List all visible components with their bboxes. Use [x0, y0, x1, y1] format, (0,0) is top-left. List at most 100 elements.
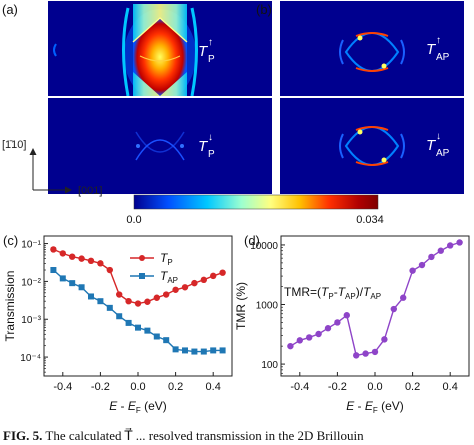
plot-c-series-0-point	[210, 272, 217, 280]
map-a-top-label: T	[198, 43, 209, 60]
axis-indicator-vertical-label: [1̄10]	[2, 139, 26, 151]
plot-d-series-0-point	[353, 352, 360, 359]
plot-c-series-0-point	[87, 257, 95, 265]
plot-d-ytick-label: 10000	[250, 241, 278, 252]
colorbar-gradient	[133, 194, 379, 210]
plot-d-series-0-point	[362, 350, 369, 357]
plot-d-series-0-point	[324, 325, 332, 332]
plot-c-series-1-point	[78, 284, 85, 291]
plot-d-series-0-point	[447, 242, 454, 249]
plot-d-ytick-label: 1000	[256, 301, 279, 312]
plot-c-series-1-point	[116, 313, 123, 320]
panel-label-a: (a)	[2, 2, 18, 17]
axis-indicator-horizontal-label: [001]	[78, 185, 102, 197]
plot-d-ylabel: TMR (%)	[234, 282, 248, 330]
plot-c-series-0-point	[97, 260, 104, 267]
plot-d-series-0-point	[334, 319, 341, 326]
plot-d-series-0-point	[418, 261, 426, 269]
plot-c-series-1-point	[88, 293, 94, 300]
plot-c-series-1-point	[69, 280, 76, 287]
plot-c-series-0-point	[78, 255, 85, 262]
plot-d-series-0-point	[409, 267, 416, 274]
plot-c-series-1-point	[219, 347, 226, 354]
svg-text:E - EF (eV): E - EF (eV)	[109, 399, 167, 415]
legend-tap: TAP	[160, 269, 178, 285]
plot-c-series-0-point	[125, 297, 132, 305]
plot-d-annotation: TMR=(TP-TAP)/TAP	[284, 285, 381, 301]
plot-c-series-1-point	[125, 319, 132, 326]
plot-c-series-1-point	[59, 275, 66, 282]
plot-c-series-0-point	[200, 276, 207, 284]
plot-c-xlabel: E - EF (eV)	[109, 399, 167, 415]
legend-tp: TP	[160, 251, 173, 267]
plot-d-xtick-label: 0.4	[443, 381, 458, 393]
map-a-top-label-sub: P	[208, 54, 215, 65]
plot-d-series-0-point	[343, 312, 350, 319]
plot-c-series-0-point	[69, 253, 76, 260]
plot-c-series-1-point	[163, 337, 170, 344]
map-a-top-label-sup: ↑	[208, 37, 213, 48]
plot-d-series-0-point	[390, 305, 397, 313]
map-b-bottom-label: T	[426, 137, 437, 154]
map-b-top: T ↑ AP	[280, 1, 464, 96]
plot-d: -0.4 -0.2 0.0 0.2 0.4 100 1000 10000 TMR (%) E …	[234, 235, 470, 415]
plot-c-series-1-point	[210, 347, 217, 354]
plot-c-ytick-label: 10⁻³	[21, 315, 41, 326]
plot-d-series-0-point	[456, 239, 463, 246]
plot-c-series-0-point	[144, 298, 151, 305]
plot-c-series-0-point	[219, 269, 226, 276]
plot-c-series-1-point	[50, 267, 57, 274]
caption-prefix: FIG. 5.	[3, 428, 43, 443]
axes-indicator: [1̄10] [001]	[2, 139, 102, 197]
map-a-bottom-label: T	[198, 138, 209, 155]
plot-d-series-0-point	[400, 294, 407, 301]
plot-d-series-0-point	[287, 342, 294, 350]
map-a-bottom-label-sub: P	[208, 149, 215, 160]
map-b-bottom-label-sup: ↓	[436, 131, 441, 142]
plot-c-series-1-point	[144, 327, 151, 334]
panel-label-d: (d)	[244, 233, 260, 248]
plot-c-series-0-point	[116, 291, 123, 298]
map-b-top-label-sub: AP	[436, 52, 450, 63]
plot-c-xtick-label: 0.4	[206, 381, 221, 393]
plot-c-series-0-point	[172, 286, 179, 293]
plot-d-ytick-label: 100	[261, 360, 278, 371]
plot-c-series-1-point	[172, 346, 179, 353]
plot-c-series-0-point	[106, 266, 114, 274]
plot-c-ytick-label: 10⁻⁴	[20, 353, 41, 364]
plot-c-series-1-point	[135, 324, 141, 331]
map-a-bottom: T ↓ P	[48, 98, 272, 194]
plot-c-series-1-point	[153, 333, 160, 340]
map-a-top: T ↑ P	[48, 1, 272, 96]
plot-c-series-0-point	[50, 246, 57, 253]
panel-label-c: (c)	[3, 233, 18, 248]
plot-c-series-0-point	[134, 300, 142, 307]
plot-c-series-1-point	[97, 298, 104, 305]
plot-d-xtick-label: 0.0	[367, 381, 382, 393]
plot-c-ytick-label: 10⁻¹	[21, 240, 41, 251]
plot-c-series-0-point	[163, 291, 170, 298]
figure-caption: FIG. 5. The calculated T⃗ ... resolved t…	[3, 428, 473, 444]
map-b-bottom-label-sub: AP	[436, 148, 450, 159]
colorbar: 0.0 0.034	[126, 194, 384, 226]
plot-c-legend: TP TAP	[130, 251, 178, 285]
map-b-bottom: T ↓ AP	[280, 98, 464, 194]
plot-c-xtick-label: -0.4	[53, 381, 72, 393]
plot-c-series-0-point	[59, 250, 66, 257]
plot-d-series-0-point	[381, 336, 388, 343]
plot-c-series-1-point	[200, 348, 207, 355]
plot-c-ytick-label: 10⁻²	[21, 277, 41, 288]
plot-c-xtick-label: 0.0	[130, 381, 145, 393]
map-b-top-label-sup: ↑	[436, 35, 441, 46]
plot-c-series-1-point	[191, 348, 198, 355]
plot-d-series-0-point	[306, 334, 313, 341]
plot-d-series-0-point	[437, 247, 444, 254]
colorbar-max-label: 0.034	[356, 214, 384, 226]
plot-c-xtick-label: -0.2	[91, 381, 110, 393]
plot-d-series-0-point	[371, 348, 379, 356]
plot-c-xtick-label: 0.2	[168, 381, 183, 393]
plot-d-xtick-label: -0.4	[290, 381, 309, 393]
plot-d-series-0-point	[315, 330, 322, 338]
colorbar-min-label: 0.0	[126, 214, 141, 226]
